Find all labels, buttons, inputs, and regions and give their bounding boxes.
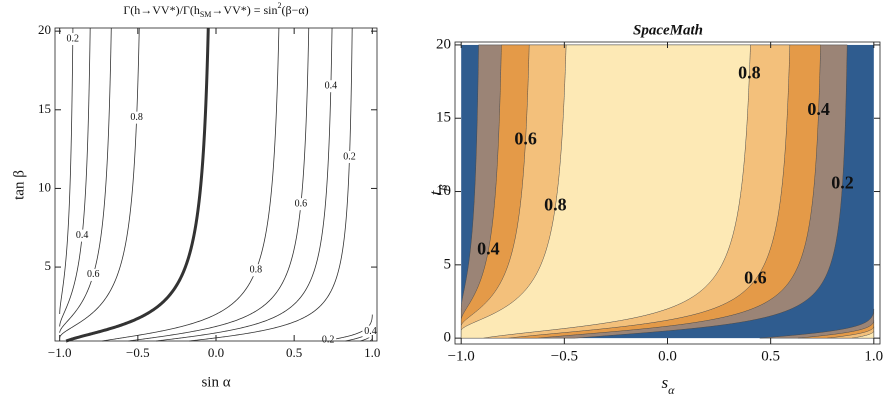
x-tick-label: −1.0	[48, 345, 72, 360]
contour-label: 0.6	[295, 198, 308, 209]
y-axis-label-main: t	[426, 189, 445, 195]
x-tick-label: −0.5	[551, 348, 578, 364]
title-part: →VV*) = sin	[211, 3, 277, 17]
contour-label: 0.6	[514, 128, 537, 148]
x-tick-label: 0.0	[658, 348, 677, 364]
contour-label: 0.8	[250, 265, 263, 276]
contour-label-bg	[74, 229, 91, 242]
region	[827, 326, 875, 339]
x-tick-label: −0.5	[126, 345, 150, 360]
x-axis-label-main: s	[662, 373, 669, 392]
contour-label: 0.8	[130, 112, 143, 123]
x-tick-label: 1.0	[364, 345, 380, 360]
contour-line	[59, 27, 112, 333]
contour-line	[59, 27, 91, 327]
contour-line	[65, 27, 210, 343]
y-axis-label-sub: β	[436, 185, 450, 192]
region	[759, 308, 875, 339]
x-tick-label: 0.5	[761, 348, 780, 364]
title-superscript: 2	[278, 1, 282, 10]
contour-label: 0.8	[544, 194, 567, 214]
contour-label: 0.6	[87, 269, 100, 280]
x-tick-label: 1.0	[864, 348, 883, 364]
contour-label: 0.4	[807, 99, 830, 119]
chart-title: Γ(h→VV*)/Γ(hSM→VV*) = sin2(β−α)	[123, 1, 308, 19]
chart-title: SpaceMath	[633, 22, 703, 38]
contour-label-bg	[341, 150, 358, 163]
contour-label: 0.2	[322, 335, 335, 346]
y-tick-label: 15	[38, 101, 51, 116]
contour-label: 0.4	[325, 80, 338, 91]
title-subscript: SM	[200, 10, 212, 19]
contour-label-bg	[362, 325, 379, 338]
contour-line	[59, 27, 74, 314]
contour-label-bg	[322, 80, 339, 93]
contour-line	[156, 27, 333, 342]
contour-label: 0.2	[343, 151, 356, 162]
contour-label-bg	[85, 268, 102, 281]
x-tick-label: 0.0	[208, 345, 224, 360]
y-tick-label: 0	[444, 330, 452, 346]
contour-label: 0.8	[738, 62, 761, 82]
plot-frame	[54, 27, 378, 342]
y-tick-label: 20	[436, 36, 451, 52]
contour-line	[59, 27, 140, 338]
y-axis-label: tan β	[11, 170, 27, 200]
title-part: Γ(h→VV*)/Γ(h	[123, 3, 200, 17]
region	[797, 320, 875, 339]
contour-label-bg	[128, 111, 145, 124]
y-tick-label: 5	[45, 258, 52, 273]
y-axis-label: tβ	[426, 185, 450, 196]
contour-label: 0.2	[831, 172, 854, 192]
y-tick-label: 15	[436, 110, 451, 126]
x-axis-label: sin α	[201, 374, 230, 390]
y-tick-label: 10	[436, 183, 451, 199]
y-tick-label: 20	[38, 22, 51, 37]
contour-label: 0.2	[67, 33, 80, 44]
contour-label: 0.4	[364, 326, 377, 337]
x-tick-label: 0.5	[286, 345, 302, 360]
contour-line	[128, 27, 310, 342]
contour-line	[102, 27, 280, 342]
region	[851, 330, 875, 339]
x-axis-label: sα	[662, 373, 676, 397]
contour-label-bg	[320, 334, 337, 347]
contour-label-bg	[64, 33, 81, 46]
y-tick-label: 10	[38, 179, 51, 194]
contour-label: 0.4	[76, 230, 89, 241]
contour-label-bg	[292, 198, 309, 211]
x-axis-label-sub: α	[668, 383, 675, 397]
region	[460, 44, 751, 339]
title-part: (β−α)	[282, 3, 309, 17]
contour-label: 0.6	[744, 268, 767, 288]
contour-label-bg	[247, 264, 264, 277]
contour-label: 0.4	[477, 238, 500, 258]
x-tick-label: −1.0	[448, 348, 475, 364]
contour-line	[189, 27, 353, 342]
y-tick-label: 5	[444, 256, 452, 272]
